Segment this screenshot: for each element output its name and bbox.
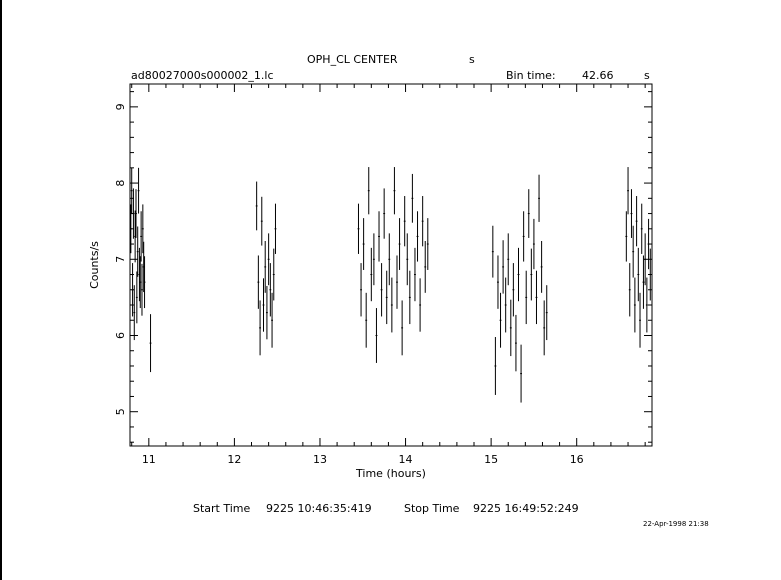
y-axis-title: Counts/s: [88, 241, 101, 289]
data-segment-3: [357, 167, 429, 363]
axes-ticks: 11 12 13 14 15 16 5 6 7 8 9: [114, 84, 652, 466]
bin-time-value: 42.66: [582, 69, 614, 82]
y-tick-label: 5: [114, 408, 127, 415]
window-left-edge: [0, 0, 2, 580]
data-segment-5: [625, 167, 652, 348]
render-timestamp: 22-Apr-1998 21:38: [643, 520, 709, 528]
y-tick-label: 9: [114, 103, 127, 110]
y-tick-label: 6: [114, 332, 127, 339]
data-segment-4: [491, 174, 548, 403]
x-axis-title: Time (hours): [355, 467, 426, 480]
plot-frame: [129, 83, 653, 447]
start-time-label: Start Time: [193, 502, 251, 515]
x-tick-label: 14: [399, 453, 413, 466]
x-tick-label: 12: [227, 453, 241, 466]
x-tick-label: 11: [142, 453, 156, 466]
x-tick-label: 15: [484, 453, 498, 466]
stop-time-value: 9225 16:49:52:249: [473, 502, 579, 515]
start-time-value: 9225 10:46:35:419: [266, 502, 372, 515]
plot-title: OPH_CL CENTER: [307, 53, 398, 66]
data-points: [129, 167, 652, 403]
file-name: ad80027000s000002_1.lc: [131, 69, 274, 82]
bin-time-label: Bin time:: [506, 69, 556, 82]
data-segment-1: [129, 167, 152, 373]
bin-time-unit: s: [644, 69, 650, 82]
data-segment-2: [255, 181, 277, 356]
y-tick-label: 8: [114, 180, 127, 187]
y-tick-label: 7: [114, 256, 127, 263]
x-tick-label: 16: [570, 453, 584, 466]
plot-title-suffix: s: [469, 53, 475, 66]
x-tick-label: 13: [313, 453, 327, 466]
stop-time-label: Stop Time: [404, 502, 460, 515]
